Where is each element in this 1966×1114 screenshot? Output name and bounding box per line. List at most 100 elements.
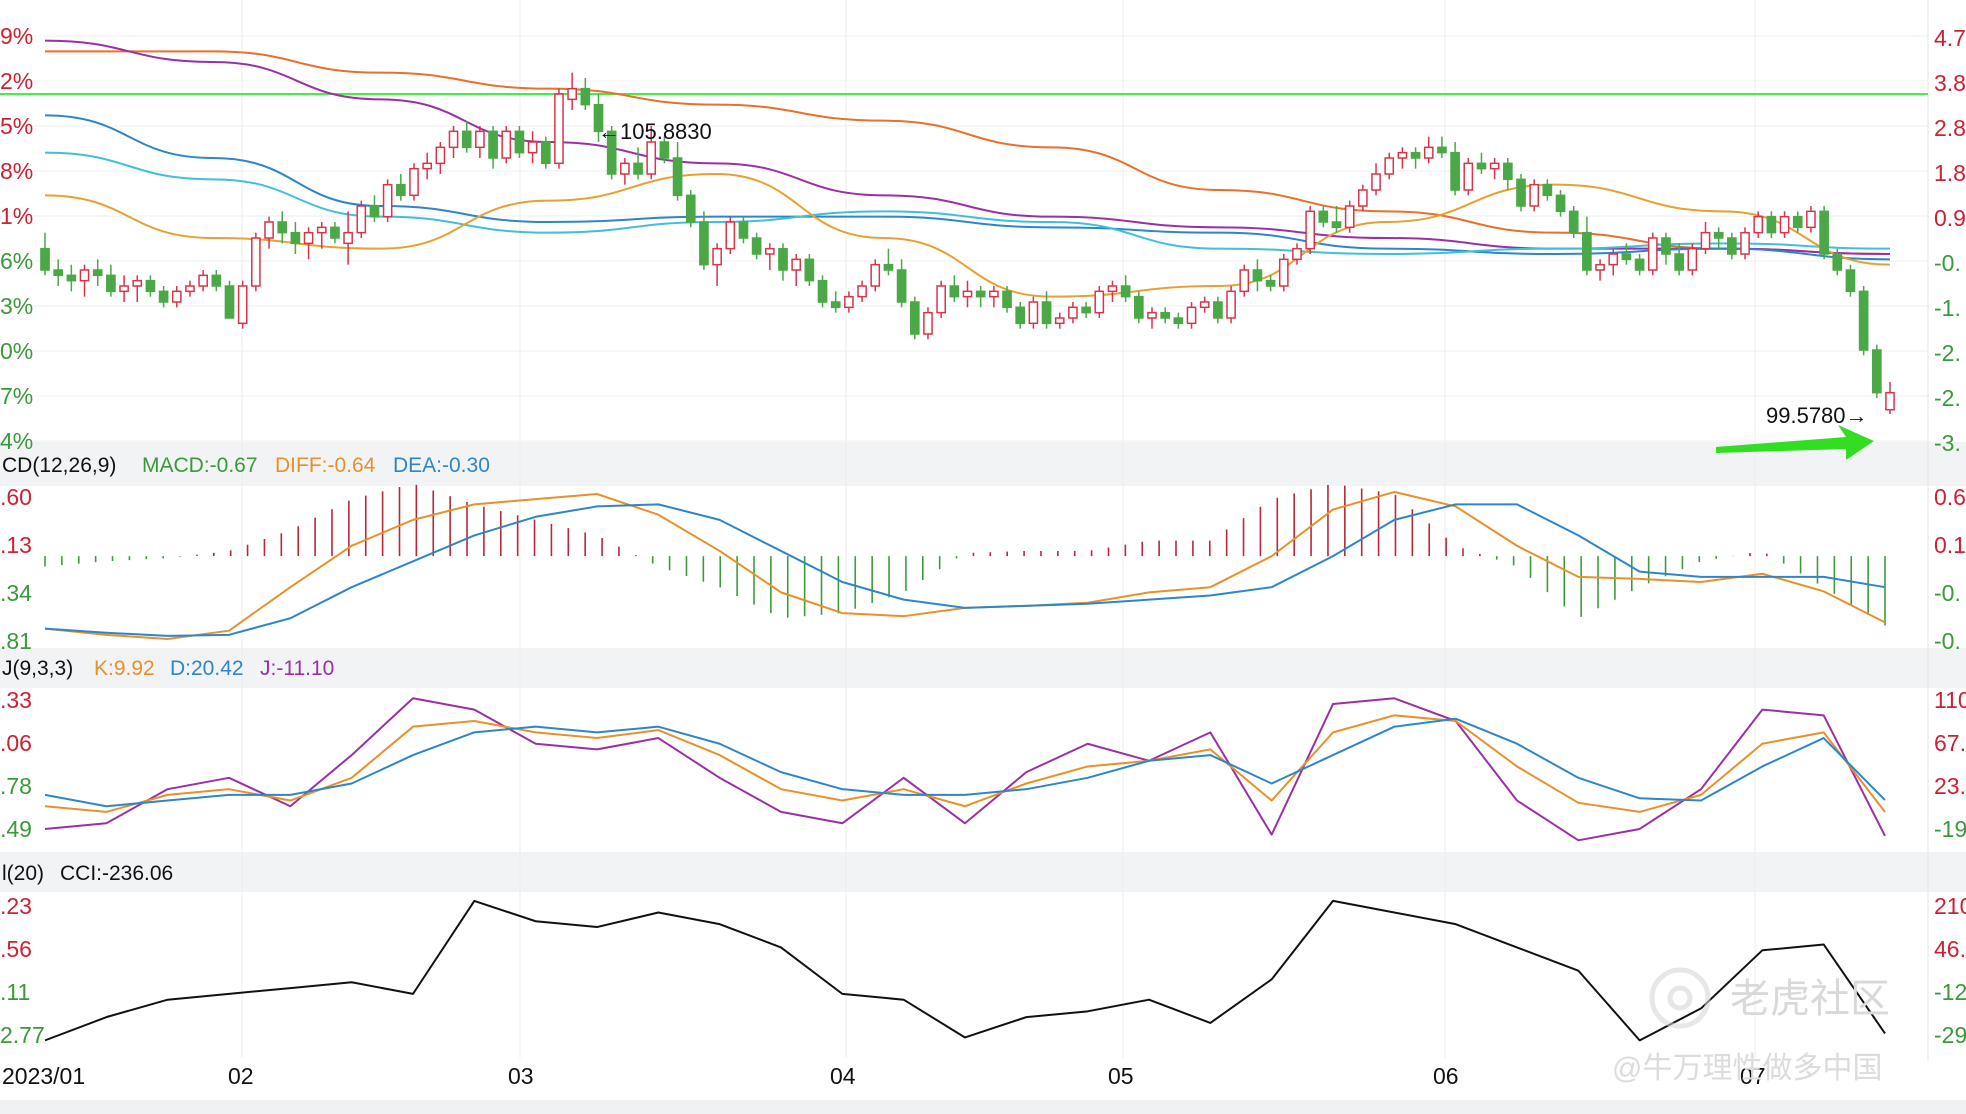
panel-separator [0,852,1966,892]
candle-body [79,269,90,282]
candle-body [791,258,802,271]
candle-body [1582,231,1592,271]
candle-body [817,279,828,303]
candle-body [1292,247,1302,261]
candle-body [659,141,670,159]
candle-body [1160,311,1171,319]
candle-body [475,130,485,149]
candle-body [1727,237,1737,255]
candle-body [1700,231,1711,250]
price-right-tick-label: 4.7 [1934,25,1966,51]
price-left-tick-label: 2% [0,68,33,94]
candle-body [1568,210,1579,234]
candle-body [171,290,182,303]
candle-body [1661,237,1671,255]
candle-body [1252,269,1263,282]
candle-body [620,162,630,175]
price-right-tick-label: 0.9 [1934,205,1966,231]
candle-body [685,194,696,223]
kdj-right-tick-label: 67. [1934,730,1966,756]
candle-body [1199,301,1210,309]
price-right-tick-label: 1.8 [1934,160,1966,186]
candle-body [1871,349,1882,394]
watermark-logo-icon [1649,967,1711,1029]
candle-body [369,205,380,218]
candle-body [1621,253,1632,261]
candle-body [936,285,946,314]
candle-body [514,130,525,154]
candle-body [1094,290,1105,314]
candle-body [1068,306,1078,319]
dea-value: DEA:-0.30 [393,454,490,477]
candle-body [778,247,788,271]
candle-body [198,274,208,287]
candle-body [1133,295,1144,319]
j-value: J:-11.10 [260,657,334,680]
candle-body [1384,157,1395,175]
kdj-left-tick-label: .49 [0,816,32,842]
candle-body [501,130,512,159]
macd-left-tick-label: .13 [0,532,32,558]
candle-body [211,274,222,287]
candle-body [1107,285,1118,293]
candle-body [264,221,274,239]
cci-value: CCI:-236.06 [60,862,173,885]
price-right-tick-label: -3. [1934,430,1961,456]
x-tick-label: 04 [830,1063,856,1089]
scrollbar-track [0,1100,1966,1114]
candle-body [1358,189,1368,207]
candle-body [870,263,881,287]
x-tick-label: 07 [1740,1063,1766,1089]
price-left-tick-label: 8% [0,158,33,184]
price-right-tick-label: 2.8 [1934,115,1966,141]
candle-body [633,162,643,175]
cci-left-tick-label: .23 [0,893,32,919]
price-left-tick-label: 3% [0,293,33,319]
dea-line [44,503,1886,637]
candle-body [66,274,77,282]
price-left-tick-label: 5% [0,113,33,139]
candle-body [1885,391,1895,411]
cci-right-tick-label: 210 [1934,893,1966,919]
candle-body [1779,215,1790,234]
watermark-brand: 老虎社区 [1730,977,1890,1021]
cci-left-tick-label: 2.77 [0,1022,45,1048]
candle-body [1819,210,1829,255]
candle-body [1410,151,1421,159]
candle-body [1226,290,1236,319]
x-tick-label: 06 [1433,1063,1459,1089]
candle-body [1516,178,1526,207]
moving-average-line [44,172,1891,298]
cci-right-tick-label: -12 [1934,979,1966,1005]
candle-body [330,226,340,239]
cci-line [44,899,1886,1042]
candle-body [1015,306,1026,325]
price-panel [0,39,1928,414]
candle-body [975,290,986,298]
candle-body [290,231,301,245]
d-value: D:20.42 [170,657,244,680]
candle-body [488,130,498,159]
candle-body [53,269,64,277]
candle-body [857,285,867,298]
candle-body [1450,151,1460,191]
candle-body [883,263,894,271]
cci-right-tick-label: 46. [1934,936,1966,962]
candle-body [738,221,749,239]
candle-body [1753,215,1764,234]
candle-body [989,290,999,298]
candle-body [830,301,841,309]
candle-body [145,279,156,293]
macd-right-tick-label: -0. [1934,628,1961,654]
cci-left-tick-label: .56 [0,936,32,962]
diff-line [44,490,1886,640]
candle-body [1265,279,1276,287]
panel-separator [0,648,1966,688]
candle-body [1845,269,1856,293]
candle-body [132,279,143,287]
candle-body [92,269,103,277]
kdj-panel [44,697,1886,842]
kdj-right-tick-label: 110 [1934,687,1966,713]
candle-body [804,258,815,282]
